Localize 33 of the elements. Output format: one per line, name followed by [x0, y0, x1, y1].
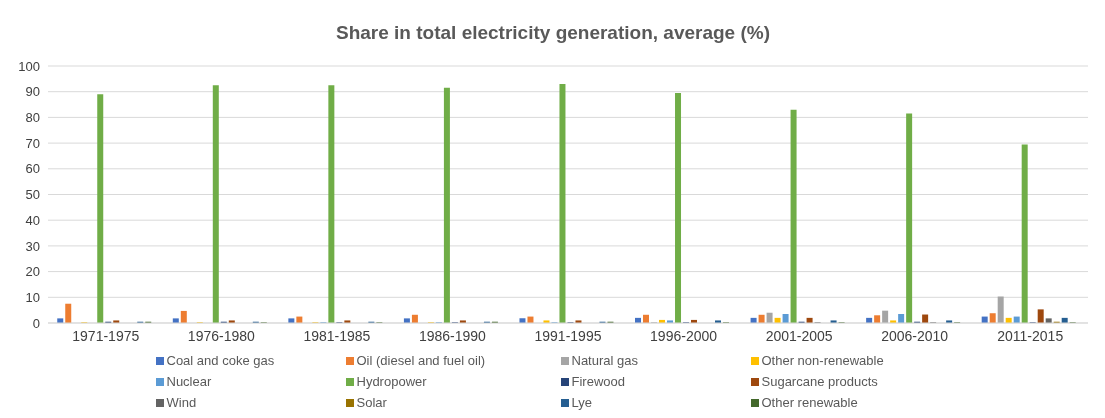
x-tick-label: 1986-1990: [418, 327, 487, 344]
legend-label: Natural gas: [571, 353, 638, 368]
y-tick-label: 70: [25, 135, 40, 151]
legend-label: Other non-renewable: [761, 353, 884, 368]
y-tick-label: 20: [25, 264, 40, 280]
legend-label: Oil (diesel and fuel oil): [356, 353, 486, 368]
x-tick-label: 1996-2000: [650, 327, 718, 344]
y-tick-label: 80: [25, 110, 40, 126]
legend-label: Wind: [166, 395, 197, 410]
y-tick-label: 50: [25, 187, 40, 203]
x-tick-label: 1991-1995: [534, 327, 602, 344]
chart-title: Share in total electricity generation, average (%): [335, 21, 771, 45]
y-tick-label: 100: [18, 58, 40, 74]
x-tick-label: 1976-1980: [187, 327, 256, 344]
legend-label: Coal and coke gas: [166, 353, 275, 368]
y-tick-label: 0: [32, 315, 40, 331]
legend-label: Solar: [356, 395, 387, 410]
legend-label: Firewood: [571, 374, 625, 389]
y-tick-label: 10: [25, 289, 40, 305]
x-tick-label: 2001-2005: [765, 327, 833, 344]
legend-label: Sugarcane products: [761, 374, 878, 389]
y-tick-label: 90: [25, 84, 40, 100]
legend-label: Lye: [571, 395, 592, 410]
legend-label: Hydropower: [356, 374, 427, 389]
y-tick-label: 40: [25, 212, 40, 228]
legend-label: Other renewable: [761, 395, 858, 410]
x-tick-label: 2011-2015: [997, 327, 1064, 344]
x-tick-label: 1981-1985: [303, 327, 371, 344]
x-tick-label: 1971-1975: [72, 327, 140, 344]
legend-label: Nuclear: [166, 374, 212, 389]
y-tick-label: 60: [25, 161, 40, 177]
y-tick-label: 30: [25, 238, 40, 254]
x-tick-label: 2006-2010: [881, 327, 949, 344]
